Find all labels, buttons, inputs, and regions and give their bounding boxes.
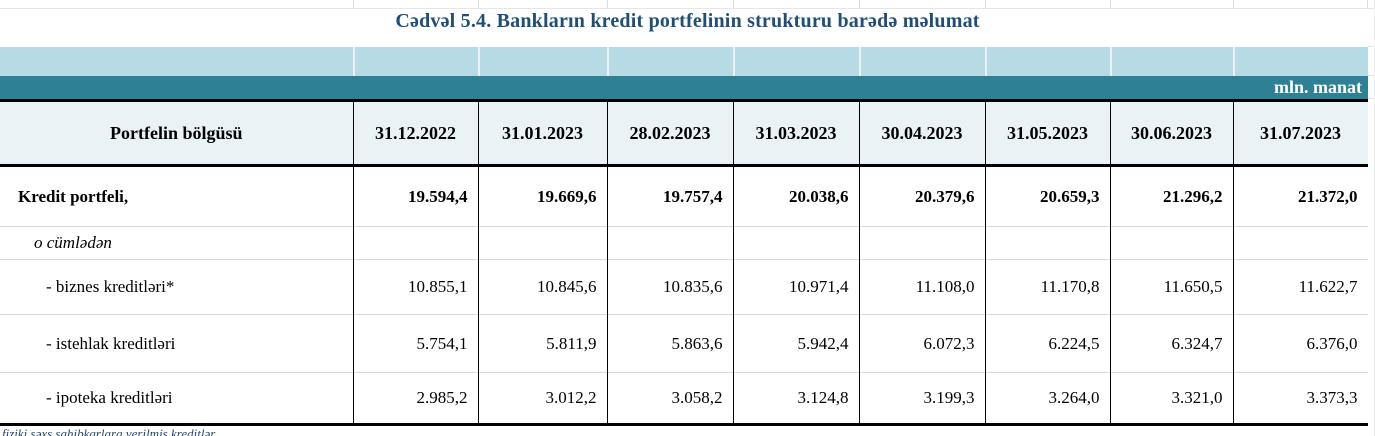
band-separator	[1233, 47, 1235, 76]
cell-value: 20.659,3	[984, 165, 1111, 227]
cell-value	[858, 226, 986, 260]
row-label: Kredit portfeli,	[0, 165, 354, 227]
cell-gridline	[859, 0, 860, 8]
cell-value: 6.376,0	[1232, 314, 1369, 373]
cell-value	[732, 226, 860, 260]
band-separator	[1110, 47, 1112, 76]
cell-value: 11.170,8	[984, 259, 1111, 315]
cell-value: 20.038,6	[732, 165, 860, 227]
band-separator	[478, 47, 480, 76]
cell-value: 5.942,4	[732, 314, 860, 373]
cell-gridline	[1367, 0, 1368, 8]
cell-value: 5.863,6	[606, 314, 734, 373]
cell-value	[1109, 226, 1234, 260]
cell-value	[352, 226, 479, 260]
column-header-date-3: 31.03.2023	[732, 99, 860, 167]
band-separator	[985, 47, 987, 76]
column-header-date-6: 30.06.2023	[1109, 99, 1234, 167]
cell-gridline	[733, 0, 734, 8]
gutter-gridline	[1368, 75, 1375, 76]
cell-value: 10.835,6	[606, 259, 734, 315]
cell-value	[1232, 226, 1369, 260]
cell-value	[984, 226, 1111, 260]
cell-value: 10.855,1	[352, 259, 479, 315]
cell-value: 3.373,3	[1232, 372, 1369, 426]
column-header-date-2: 28.02.2023	[606, 99, 734, 167]
row-label: o cümlədən	[0, 226, 354, 260]
cell-value: 3.199,3	[858, 372, 986, 426]
cell-value: 19.757,4	[606, 165, 734, 227]
table-row-3: - istehlak kreditləri 5.754,1 5.811,9 5.863…	[0, 314, 1369, 373]
row-label: - istehlak kreditləri	[0, 314, 354, 373]
row-label: - ipoteka kreditləri	[0, 372, 354, 426]
cell-value: 11.650,5	[1109, 259, 1234, 315]
cell-value: 20.379,6	[858, 165, 986, 227]
gutter-gridline	[1368, 46, 1375, 47]
cell-value: 11.622,7	[1232, 259, 1369, 315]
cell-value: 3.058,2	[606, 372, 734, 426]
unit-label: mln. manat	[1273, 77, 1362, 97]
column-header-date-5: 31.05.2023	[984, 99, 1111, 167]
cell-value: 3.264,0	[984, 372, 1111, 426]
cell-value: 3.124,8	[732, 372, 860, 426]
decor-band-light	[0, 47, 1368, 76]
cell-gridline	[1233, 0, 1234, 8]
table-row-4: - ipoteka kreditləri 2.985,2 3.012,2 3.058,…	[0, 372, 1369, 426]
credit-portfolio-table: Portfelin bölgüsü 31.12.2022 31.01.2023 28.…	[0, 99, 1369, 426]
cell-gridline	[985, 0, 986, 8]
cell-value: 10.971,4	[732, 259, 860, 315]
cell-value: 21.296,2	[1109, 165, 1234, 227]
cell-value	[606, 226, 734, 260]
page-title: Cədvəl 5.4. Bankların kredit portfelinin…	[395, 10, 980, 32]
column-header-date-0: 31.12.2022	[352, 99, 479, 167]
cell-value	[477, 226, 608, 260]
cell-value: 10.845,6	[477, 259, 608, 315]
unit-band: mln. manat	[0, 76, 1368, 99]
cell-value: 6.324,7	[1109, 314, 1234, 373]
cell-value: 6.224,5	[984, 314, 1111, 373]
cell-value: 6.072,3	[858, 314, 986, 373]
cell-gridline	[478, 0, 479, 8]
cell-gridline	[607, 0, 608, 8]
cell-value: 19.669,6	[477, 165, 608, 227]
cell-value: 5.754,1	[352, 314, 479, 373]
table-row-0: Kredit portfeli, 19.594,4 19.669,6 19.757,4…	[0, 165, 1369, 227]
gutter-gridline	[1368, 98, 1375, 99]
band-separator	[859, 47, 861, 76]
table-row-2: - biznes kreditləri* 10.855,1 10.845,6 10.8…	[0, 259, 1369, 315]
sheet-right-gutter	[1368, 0, 1375, 436]
column-header-date-7: 31.07.2023	[1232, 99, 1369, 167]
cell-value: 19.594,4	[352, 165, 479, 227]
cell-value: 5.811,9	[477, 314, 608, 373]
gutter-gridline	[1368, 8, 1375, 9]
row-label: - biznes kreditləri*	[0, 259, 354, 315]
footnote-text: fiziki şəxs sahibkarlara verilmiş kredit…	[2, 426, 216, 436]
table-row-1: o cümlədən	[0, 226, 1369, 260]
column-header-label: Portfelin bölgüsü	[0, 99, 354, 167]
cell-value: 3.321,0	[1109, 372, 1234, 426]
band-separator	[607, 47, 609, 76]
cell-value: 2.985,2	[352, 372, 479, 426]
column-header-date-1: 31.01.2023	[477, 99, 608, 167]
table-header-row: Portfelin bölgüsü 31.12.2022 31.01.2023 28.…	[0, 99, 1369, 167]
cell-value: 3.012,2	[477, 372, 608, 426]
cell-gridline	[353, 0, 354, 8]
top-gridline	[0, 8, 1375, 9]
cell-gridline	[1110, 0, 1111, 8]
band-separator	[733, 47, 735, 76]
cell-value: 11.108,0	[858, 259, 986, 315]
column-header-date-4: 30.04.2023	[858, 99, 986, 167]
cell-value: 21.372,0	[1232, 165, 1369, 227]
band-separator	[353, 47, 355, 76]
